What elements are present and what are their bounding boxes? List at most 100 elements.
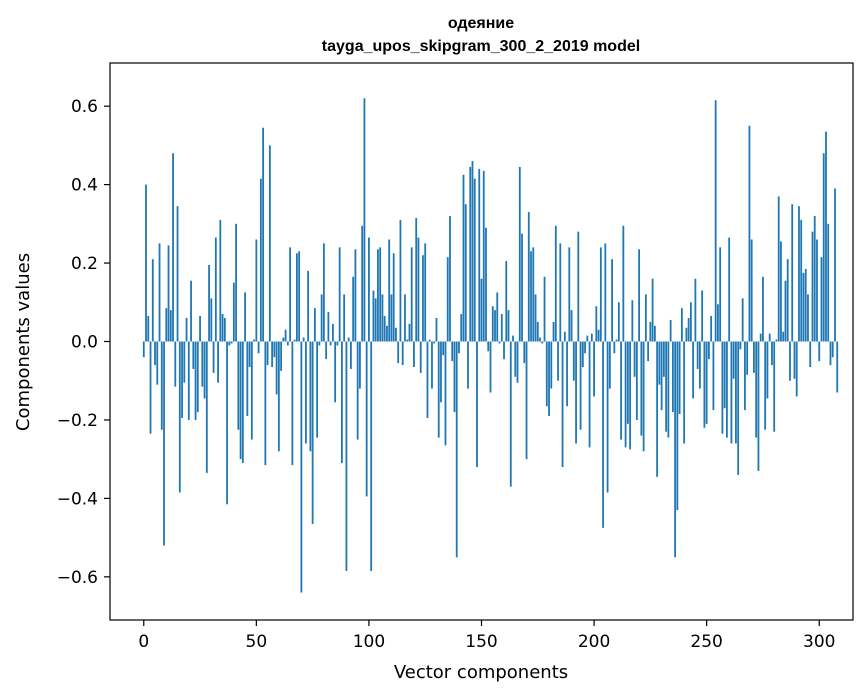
bar-component-108: [386, 325, 388, 342]
bar-component-26: [201, 341, 204, 387]
bar-component-60: [277, 341, 280, 452]
bar-component-300: [818, 341, 821, 362]
bar-component-208: [611, 259, 613, 342]
bar-component-24: [196, 341, 199, 413]
bar-component-196: [584, 341, 586, 354]
bar-component-73: [307, 270, 310, 342]
bar-component-150: [480, 278, 483, 342]
bar-component-131: [437, 341, 440, 438]
bar-component-91: [347, 337, 350, 342]
bar-component-216: [629, 341, 631, 450]
bar-component-106: [381, 294, 384, 342]
bar-component-281: [775, 339, 778, 342]
bar-component-224: [647, 341, 650, 362]
bar-component-180: [548, 341, 550, 417]
bar-component-132: [440, 341, 442, 403]
bar-component-267: [744, 341, 746, 411]
bar-component-25: [199, 316, 201, 342]
bar-component-152: [485, 227, 487, 342]
bar-component-308: [836, 341, 839, 393]
x-tick-label: 300: [803, 632, 835, 652]
bar-component-45: [244, 292, 246, 342]
y-tick-label: 0.0: [71, 333, 98, 353]
x-tick-label: 0: [138, 632, 149, 652]
bar-component-123: [419, 341, 422, 373]
bar-component-285: [784, 280, 787, 342]
bar-component-133: [442, 341, 445, 356]
bar-component-96: [359, 341, 361, 389]
bar-component-236: [674, 341, 677, 558]
bar-component-258: [723, 341, 726, 409]
bar-component-80: [322, 243, 325, 342]
bar-component-97: [361, 225, 364, 342]
bar-component-129: [433, 341, 436, 344]
bar-component-18: [183, 341, 186, 383]
bar-component-128: [431, 341, 433, 389]
bar-component-23: [194, 341, 197, 420]
bar-component-124: [422, 255, 424, 342]
bar-component-202: [597, 329, 600, 342]
bar-component-268: [746, 341, 749, 375]
bar-component-87: [338, 247, 341, 342]
bar-component-163: [509, 341, 512, 487]
bar-component-207: [608, 341, 611, 389]
bar-component-53: [262, 127, 264, 342]
bar-component-233: [667, 341, 670, 438]
bar-component-38: [228, 341, 231, 346]
bar-component-263: [735, 341, 737, 444]
bar-component-125: [424, 243, 427, 342]
bar-component-191: [572, 341, 575, 381]
bar-component-232: [665, 341, 668, 432]
bar-component-47: [248, 341, 251, 367]
bar-component-55: [266, 341, 269, 366]
bar-component-156: [494, 310, 496, 342]
bar-component-262: [732, 341, 735, 379]
bar-component-282: [777, 196, 780, 342]
bar-component-192: [575, 341, 577, 444]
bar-component-42: [237, 341, 240, 430]
bar-component-265: [739, 341, 742, 350]
bar-component-154: [489, 341, 492, 393]
bar-component-161: [505, 261, 508, 342]
bar-component-59: [275, 341, 278, 395]
bar-component-272: [755, 341, 758, 438]
bar-component-292: [800, 219, 803, 342]
bar-component-302: [822, 153, 825, 342]
bar-component-210: [615, 339, 618, 342]
bar-component-307: [834, 188, 836, 342]
bar-component-284: [782, 331, 785, 342]
bar-component-0: [142, 341, 145, 358]
bar-component-113: [397, 341, 400, 364]
bar-component-75: [311, 341, 314, 524]
y-tick-label: 0.4: [71, 176, 98, 196]
y-axis-label: Components values: [13, 253, 34, 431]
bar-component-33: [217, 341, 219, 383]
bar-component-52: [259, 178, 262, 342]
bar-component-12: [169, 310, 172, 342]
bar-component-269: [748, 125, 751, 342]
bar-component-77: [316, 341, 319, 438]
y-tick-label: 0.6: [71, 97, 98, 117]
bar-component-119: [410, 247, 413, 342]
bar-component-221: [640, 341, 643, 436]
bar-component-136: [449, 215, 451, 342]
bar-component-65: [289, 247, 292, 342]
bar-component-9: [163, 341, 165, 546]
bar-component-15: [176, 206, 179, 342]
bar-component-257: [721, 341, 724, 434]
bar-component-134: [444, 341, 447, 446]
chart-subtitle: tayga_upos_skipgram_300_2_2019 model: [322, 38, 640, 55]
bar-component-3: [149, 341, 152, 434]
bar-component-254: [714, 100, 717, 342]
bar-component-174: [534, 294, 537, 342]
bar-component-218: [633, 341, 636, 377]
bar-component-206: [606, 341, 609, 493]
bar-component-34: [219, 219, 222, 342]
bar-component-142: [462, 174, 465, 342]
bar-component-64: [286, 341, 289, 346]
bar-component-178: [543, 276, 546, 342]
bar-component-69: [298, 251, 301, 342]
bar-component-235: [671, 341, 674, 413]
chart-title: одеяние: [448, 15, 514, 32]
bar-component-11: [167, 245, 170, 342]
